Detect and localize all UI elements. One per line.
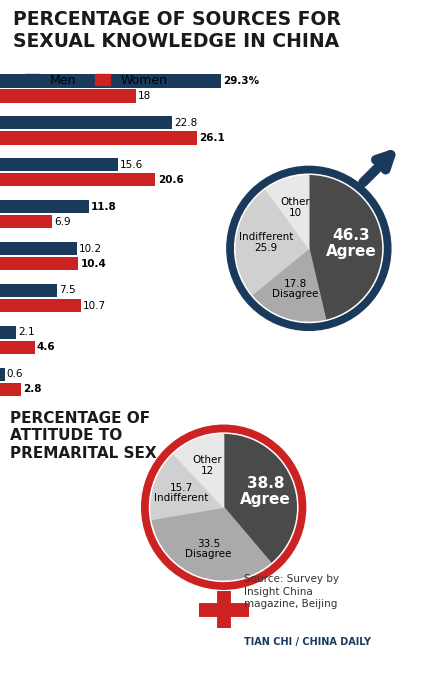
Bar (0, 326, 16, 339)
Text: 15.6: 15.6 (120, 159, 143, 170)
Bar (0, 173, 155, 187)
Text: Indifferent
25.9: Indifferent 25.9 (239, 232, 294, 253)
Text: 17.8
Disagree: 17.8 Disagree (272, 278, 318, 299)
Text: Other
10: Other 10 (281, 197, 311, 218)
Wedge shape (152, 507, 271, 580)
Circle shape (141, 425, 305, 590)
Wedge shape (266, 175, 309, 248)
Wedge shape (309, 175, 381, 319)
Text: 20.6: 20.6 (158, 175, 184, 184)
Text: 6.9: 6.9 (55, 216, 71, 227)
Legend: Men, Women: Men, Women (20, 68, 172, 92)
Bar (0, 341, 35, 354)
Text: 26.1: 26.1 (199, 133, 225, 143)
Text: 7.5: 7.5 (59, 285, 75, 296)
Bar (0, 284, 57, 297)
Wedge shape (224, 434, 296, 562)
Text: 38.8
Agree: 38.8 Agree (240, 476, 291, 507)
Bar (0, 383, 21, 396)
Circle shape (227, 166, 391, 331)
Wedge shape (253, 248, 325, 321)
Text: 11.8: 11.8 (91, 202, 117, 212)
Text: 46.3
Agree: 46.3 Agree (326, 228, 377, 259)
Bar (0, 158, 118, 171)
Wedge shape (174, 434, 224, 507)
Text: PERCENTAGE OF
ATTITUDE TO
PREMARITAL SEX: PERCENTAGE OF ATTITUDE TO PREMARITAL SEX (10, 411, 156, 461)
Text: 29.3%: 29.3% (223, 76, 259, 86)
Text: TIAN CHI / CHINA DAILY: TIAN CHI / CHINA DAILY (244, 637, 371, 647)
Text: 4.6: 4.6 (37, 342, 56, 352)
Text: 33.5
Disagree: 33.5 Disagree (185, 539, 232, 560)
Bar (0, 242, 77, 255)
Text: 2.8: 2.8 (23, 384, 42, 395)
Wedge shape (236, 189, 309, 294)
Text: Other
12: Other 12 (193, 455, 222, 476)
Bar (0, 367, 5, 381)
Bar (0, 89, 136, 102)
Text: 10.4: 10.4 (81, 259, 106, 269)
Text: Source: Survey by
Insight China
magazine, Beijing: Source: Survey by Insight China magazine… (244, 574, 339, 609)
Wedge shape (151, 454, 224, 519)
Bar (0, 131, 197, 145)
Bar (0, 200, 89, 214)
Circle shape (150, 433, 298, 581)
Text: 18: 18 (138, 91, 151, 101)
Text: 10.7: 10.7 (83, 301, 106, 310)
Text: PERCENTAGE OF SOURCES FOR
SEXUAL KNOWLEDGE IN CHINA: PERCENTAGE OF SOURCES FOR SEXUAL KNOWLED… (13, 10, 341, 52)
Bar (0, 116, 172, 129)
Text: 10.2: 10.2 (79, 244, 102, 253)
Circle shape (235, 174, 383, 322)
Bar (0, 257, 78, 270)
Text: 0.6: 0.6 (7, 370, 23, 379)
Text: 22.8: 22.8 (174, 118, 198, 128)
Bar (0, 215, 52, 228)
Text: 15.7
Indifferent: 15.7 Indifferent (154, 482, 209, 503)
Bar (0, 74, 221, 88)
Bar (0, 299, 81, 313)
Text: 2.1: 2.1 (18, 327, 35, 338)
